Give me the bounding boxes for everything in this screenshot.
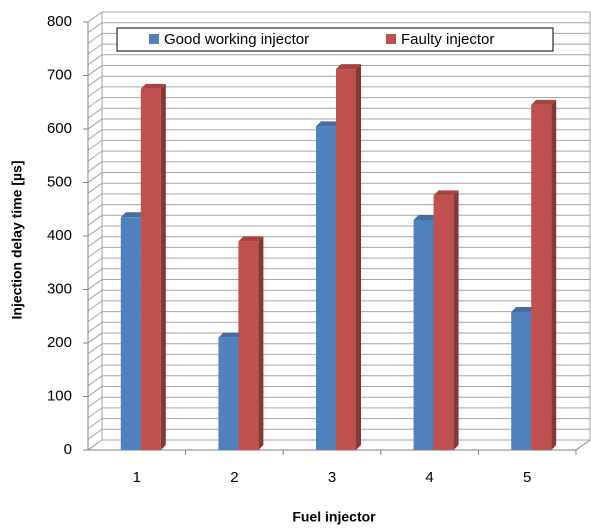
bar-side bbox=[551, 99, 557, 451]
bar-top bbox=[238, 236, 264, 242]
bar bbox=[336, 69, 356, 450]
bar bbox=[531, 104, 552, 451]
floor-edge bbox=[575, 439, 591, 451]
minor-grid-line bbox=[87, 407, 103, 419]
bar bbox=[140, 88, 161, 450]
y-tick-label: 400 bbox=[47, 227, 72, 244]
bar-side bbox=[258, 236, 264, 450]
bar bbox=[218, 337, 239, 450]
legend-swatch bbox=[149, 34, 159, 44]
minor-grid-line bbox=[87, 257, 103, 269]
minor-grid-line bbox=[87, 204, 103, 216]
minor-grid-line bbox=[87, 396, 103, 408]
minor-grid-line bbox=[87, 107, 103, 119]
minor-grid-line bbox=[87, 246, 103, 258]
legend-label: Good working injector bbox=[164, 31, 309, 48]
grid-line bbox=[87, 439, 103, 451]
minor-grid-line bbox=[87, 150, 103, 162]
bar bbox=[511, 311, 532, 450]
bar-side bbox=[453, 190, 459, 450]
bar-top bbox=[413, 214, 439, 220]
y-tick-label: 300 bbox=[47, 280, 72, 297]
minor-grid-line bbox=[87, 22, 103, 34]
minor-grid-line bbox=[87, 353, 103, 365]
minor-grid-line bbox=[87, 32, 103, 44]
legend-swatch bbox=[386, 34, 396, 44]
y-tick-label: 500 bbox=[47, 173, 72, 190]
y-tick-label: 200 bbox=[47, 334, 72, 351]
bar bbox=[316, 126, 336, 450]
minor-grid-line bbox=[87, 54, 103, 66]
minor-grid-line bbox=[87, 364, 103, 376]
bar-top bbox=[531, 99, 557, 105]
y-tick-label: 600 bbox=[47, 120, 72, 137]
grid-line bbox=[87, 172, 103, 183]
y-axis-title: Injection delay time [µs] bbox=[9, 161, 25, 320]
minor-grid-line bbox=[87, 86, 103, 98]
grid-line bbox=[87, 332, 103, 344]
minor-grid-line bbox=[87, 375, 103, 387]
grid-line bbox=[87, 279, 103, 290]
grid-line bbox=[87, 65, 103, 76]
minor-grid-line bbox=[87, 268, 103, 280]
bar-top bbox=[140, 83, 166, 89]
y-tick-label: 0 bbox=[64, 441, 72, 458]
minor-grid-line bbox=[87, 418, 103, 430]
legend-label: Faulty injector bbox=[401, 31, 494, 48]
minor-grid-line bbox=[87, 311, 103, 323]
minor-grid-line bbox=[87, 214, 103, 226]
bar bbox=[238, 241, 259, 450]
x-tick-label: 1 bbox=[133, 469, 141, 486]
minor-grid-line bbox=[87, 43, 103, 55]
bar-top bbox=[336, 64, 361, 70]
x-tick-label: 2 bbox=[230, 469, 238, 486]
minor-grid-line bbox=[87, 139, 103, 151]
y-tick-label: 800 bbox=[47, 13, 72, 30]
x-tick-label: 4 bbox=[425, 469, 433, 486]
bar bbox=[433, 195, 454, 450]
minor-grid-line bbox=[87, 182, 103, 194]
bar-top bbox=[120, 212, 146, 218]
grid-line bbox=[87, 118, 103, 130]
bar-top bbox=[218, 332, 244, 338]
minor-grid-line bbox=[87, 129, 103, 141]
y-tick-label: 700 bbox=[47, 66, 72, 83]
minor-grid-line bbox=[87, 236, 103, 248]
minor-grid-line bbox=[87, 193, 103, 205]
y-tick-label: 100 bbox=[47, 387, 72, 404]
bar-top bbox=[316, 121, 341, 127]
x-tick-label: 3 bbox=[328, 469, 336, 486]
x-axis-title: Fuel injector bbox=[292, 509, 376, 525]
minor-grid-line bbox=[87, 161, 103, 173]
minor-grid-line bbox=[87, 343, 103, 355]
bar bbox=[413, 219, 434, 450]
legend-box bbox=[116, 27, 554, 52]
bar-top bbox=[511, 306, 537, 312]
minor-grid-line bbox=[87, 75, 103, 87]
minor-grid-line bbox=[87, 97, 103, 109]
bar-side bbox=[356, 64, 361, 450]
bar-top bbox=[433, 190, 459, 196]
minor-grid-line bbox=[87, 289, 103, 301]
minor-grid-line bbox=[87, 428, 103, 440]
bar-side bbox=[160, 83, 166, 450]
grid-line bbox=[87, 225, 103, 237]
bar bbox=[120, 217, 141, 450]
minor-grid-line bbox=[87, 321, 103, 333]
grid-line bbox=[87, 386, 103, 397]
grid-line bbox=[87, 11, 103, 23]
x-tick-label: 5 bbox=[523, 469, 531, 486]
minor-grid-line bbox=[87, 300, 103, 312]
